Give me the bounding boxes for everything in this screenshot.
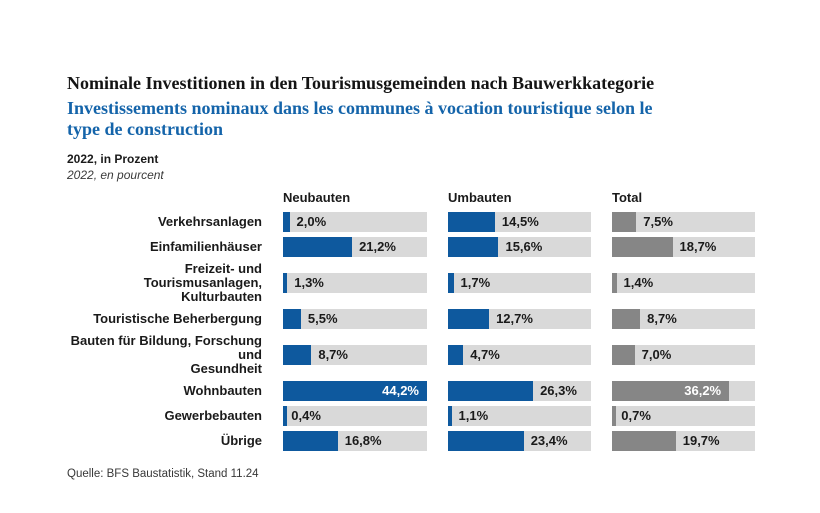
bar xyxy=(612,381,730,401)
bar xyxy=(448,381,534,401)
bar-track: 1,7% xyxy=(448,273,591,293)
category-label: Touristische Beherbergung xyxy=(93,311,262,326)
bar-value: 18,7% xyxy=(679,239,717,254)
bar xyxy=(448,212,495,232)
bar-value: 44,2% xyxy=(382,383,419,398)
bar-track: 23,4% xyxy=(448,431,591,451)
bar-track: 12,7% xyxy=(448,309,591,329)
bar-track: 7,0% xyxy=(612,345,755,365)
bar xyxy=(283,406,287,426)
page: Nominale Investitionen in den Tourismusg… xyxy=(67,72,767,480)
category-label: Verkehrsanlagen xyxy=(157,214,262,229)
bar-value: 15,6% xyxy=(505,239,543,254)
column-header-umbauten: Umbauten xyxy=(448,190,512,205)
bar-value: 14,5% xyxy=(501,214,539,229)
chart-grid: Neubauten Umbauten Total Verkehrsanlagen… xyxy=(67,190,767,451)
bar-track: 8,7% xyxy=(283,345,427,365)
bar-track: 21,2% xyxy=(283,237,427,257)
bar-track: 18,7% xyxy=(612,237,755,257)
bar-track: 19,7% xyxy=(612,431,755,451)
bar xyxy=(448,237,499,257)
category-label: Wohnbauten xyxy=(183,383,262,398)
bar-track: 15,6% xyxy=(448,237,591,257)
bar-value: 1,7% xyxy=(460,275,491,290)
bar xyxy=(612,406,616,426)
bar-track: 16,8% xyxy=(283,431,427,451)
bar xyxy=(283,237,353,257)
bar-track: 0,4% xyxy=(283,406,427,426)
bar-value: 16,8% xyxy=(344,433,382,448)
bar xyxy=(448,309,490,329)
bar-track: 36,2% xyxy=(612,381,755,401)
bar xyxy=(448,273,454,293)
bar xyxy=(283,381,427,401)
bar-value: 36,2% xyxy=(684,383,722,398)
period-block: 2022, in Prozent 2022, en pourcent xyxy=(67,151,767,183)
bar-track: 1,4% xyxy=(612,273,755,293)
column-header-total: Total xyxy=(612,190,643,205)
bar xyxy=(448,406,452,426)
bar-value: 21,2% xyxy=(359,239,396,254)
bar xyxy=(283,431,338,451)
bar xyxy=(612,345,635,365)
bar-track: 1,1% xyxy=(448,406,591,426)
bar xyxy=(612,237,673,257)
category-label: Übrige xyxy=(220,433,262,448)
bar-value: 8,7% xyxy=(318,347,348,362)
bar xyxy=(612,212,637,232)
bar-track: 26,3% xyxy=(448,381,591,401)
bar-value: 0,7% xyxy=(621,408,651,423)
bar xyxy=(283,212,290,232)
bar-track: 44,2% xyxy=(283,381,427,401)
bar-track: 1,3% xyxy=(283,273,427,293)
bar xyxy=(612,431,676,451)
bar-value: 23,4% xyxy=(530,433,568,448)
bar-value: 4,7% xyxy=(470,347,500,362)
period-label-fr: 2022, en pourcent xyxy=(67,168,164,182)
bar-value: 12,7% xyxy=(496,311,533,326)
bar-track: 8,7% xyxy=(612,309,755,329)
category-label: Bauten für Bildung, Forschung und Gesundh… xyxy=(70,333,262,376)
bar-value: 2,0% xyxy=(296,214,327,229)
bar-track: 7,5% xyxy=(612,212,755,232)
bar xyxy=(283,309,301,329)
bar-track: 2,0% xyxy=(283,212,427,232)
bar-value: 8,7% xyxy=(647,311,677,326)
bar xyxy=(448,431,524,451)
bar-value: 1,3% xyxy=(294,275,324,290)
chart-title-fr: Investissements nominaux dans les commun… xyxy=(67,98,653,139)
category-label: Einfamilienhäuser xyxy=(150,239,262,254)
bar xyxy=(612,309,641,329)
bar-value: 7,0% xyxy=(641,347,672,362)
bar-track: 5,5% xyxy=(283,309,427,329)
category-label: Gewerbebauten xyxy=(164,408,262,423)
bar xyxy=(448,345,464,365)
category-label: Freizeit- und Tourismusanlagen, Kulturbau… xyxy=(143,261,262,304)
bar-value: 19,7% xyxy=(682,433,720,448)
bar-value: 0,4% xyxy=(291,408,321,423)
period-label-de: 2022, in Prozent xyxy=(67,152,159,166)
column-header-neubauten: Neubauten xyxy=(283,190,351,205)
bar-value: 7,5% xyxy=(643,214,673,229)
bar-track: 0,7% xyxy=(612,406,755,426)
source-note: Quelle: BFS Baustatistik, Stand 11.24 xyxy=(67,468,259,480)
bar xyxy=(612,273,617,293)
bar-track: 4,7% xyxy=(448,345,591,365)
bar-value: 5,5% xyxy=(307,311,338,326)
bar-track: 14,5% xyxy=(448,212,591,232)
bar xyxy=(283,345,312,365)
bar-value: 1,1% xyxy=(458,408,489,423)
chart-title-de: Nominale Investitionen in den Tourismusg… xyxy=(67,73,655,93)
bar-value: 1,4% xyxy=(623,275,654,290)
bar-value: 26,3% xyxy=(540,383,577,398)
bar xyxy=(283,273,288,293)
